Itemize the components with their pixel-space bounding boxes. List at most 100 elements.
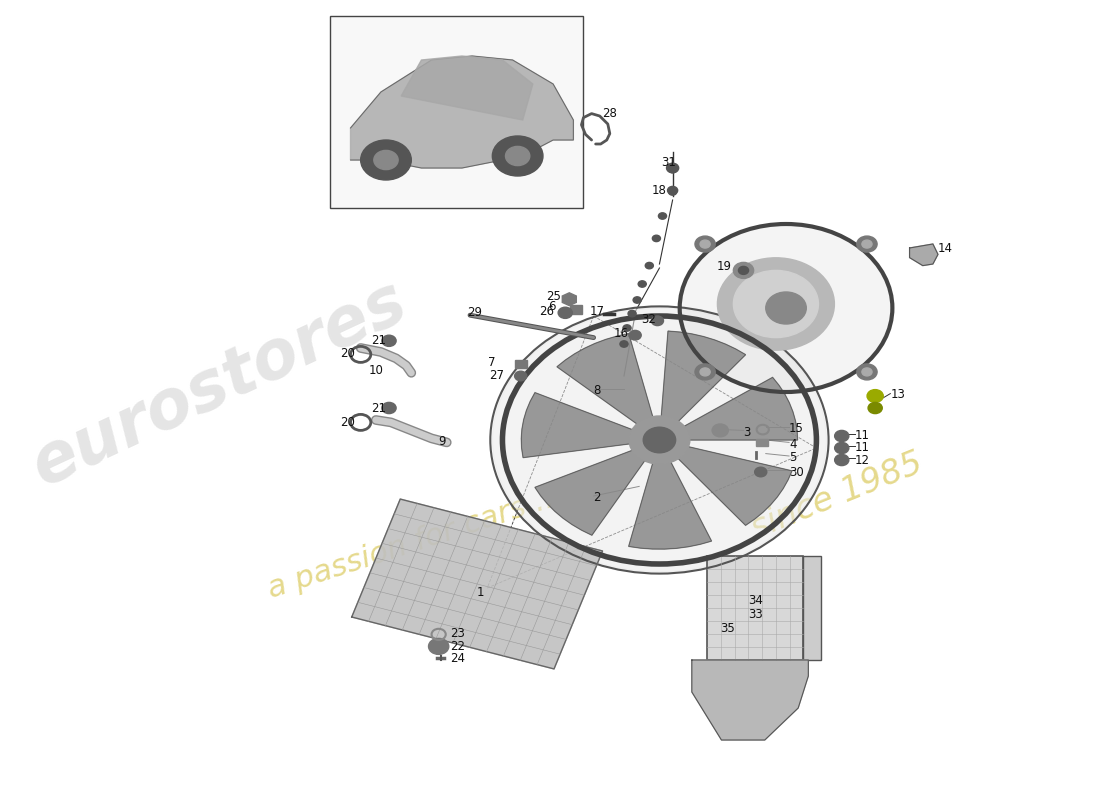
Text: a passion for cars...: a passion for cars... [264, 484, 558, 604]
Circle shape [361, 140, 411, 180]
Text: 7: 7 [488, 356, 496, 369]
Text: 24: 24 [450, 652, 465, 665]
Circle shape [628, 310, 636, 317]
Text: since 1985: since 1985 [746, 446, 927, 546]
Text: 35: 35 [720, 622, 735, 634]
Text: 8: 8 [594, 384, 601, 397]
Polygon shape [680, 378, 798, 440]
Text: 18: 18 [651, 184, 667, 197]
Circle shape [669, 166, 676, 173]
Circle shape [629, 416, 690, 464]
Circle shape [668, 186, 678, 194]
Circle shape [734, 270, 818, 338]
Text: 21: 21 [371, 334, 386, 346]
Text: 27: 27 [490, 369, 504, 382]
Text: 28: 28 [602, 107, 617, 120]
Circle shape [862, 368, 872, 376]
Circle shape [862, 240, 872, 248]
Circle shape [700, 240, 711, 248]
Circle shape [558, 307, 572, 318]
Text: 21: 21 [371, 402, 386, 414]
Circle shape [669, 189, 676, 195]
Text: 33: 33 [749, 608, 763, 621]
Circle shape [695, 364, 715, 380]
Circle shape [493, 136, 543, 176]
Circle shape [515, 371, 527, 381]
Text: 12: 12 [855, 454, 870, 466]
Text: 13: 13 [890, 388, 905, 401]
Polygon shape [675, 446, 792, 526]
Text: 6: 6 [548, 300, 556, 313]
Circle shape [717, 258, 835, 350]
Circle shape [734, 262, 754, 278]
Text: 11: 11 [855, 429, 870, 442]
Circle shape [667, 163, 679, 173]
Circle shape [493, 308, 826, 572]
Polygon shape [352, 499, 603, 669]
Circle shape [382, 335, 396, 346]
Polygon shape [535, 449, 647, 535]
Circle shape [680, 224, 892, 392]
Circle shape [646, 262, 653, 269]
Polygon shape [910, 244, 938, 266]
Text: 30: 30 [789, 466, 804, 478]
Circle shape [638, 281, 647, 287]
Text: 2: 2 [594, 491, 601, 504]
Text: 31: 31 [661, 156, 676, 169]
Text: 32: 32 [641, 313, 656, 326]
Circle shape [695, 236, 715, 252]
Polygon shape [692, 660, 808, 740]
Text: 1: 1 [477, 586, 485, 598]
Text: 19: 19 [717, 260, 733, 273]
Polygon shape [629, 458, 712, 549]
Text: eurostores: eurostores [21, 268, 417, 500]
Polygon shape [557, 334, 653, 426]
Circle shape [620, 341, 628, 347]
Text: 9: 9 [439, 435, 447, 448]
Circle shape [868, 402, 882, 414]
Polygon shape [402, 56, 532, 120]
Circle shape [651, 316, 663, 326]
Text: 11: 11 [855, 441, 870, 454]
Circle shape [652, 235, 660, 242]
Polygon shape [661, 331, 746, 424]
Bar [570, 305, 583, 314]
Circle shape [634, 297, 641, 303]
Bar [803, 556, 822, 660]
Circle shape [867, 390, 883, 402]
Text: 15: 15 [789, 422, 804, 435]
Circle shape [766, 292, 806, 324]
Polygon shape [521, 393, 637, 458]
Polygon shape [351, 56, 573, 168]
Circle shape [738, 266, 749, 274]
Text: 25: 25 [546, 290, 561, 303]
Text: 29: 29 [468, 306, 482, 318]
Text: 26: 26 [539, 305, 554, 318]
Circle shape [659, 213, 667, 219]
Text: 20: 20 [340, 347, 355, 360]
Circle shape [644, 427, 675, 453]
Circle shape [755, 467, 767, 477]
Text: 22: 22 [450, 640, 465, 653]
Text: 20: 20 [340, 416, 355, 429]
Circle shape [623, 325, 631, 331]
Circle shape [629, 330, 641, 340]
Bar [707, 556, 803, 660]
Bar [756, 439, 768, 446]
Circle shape [429, 638, 449, 654]
Text: 17: 17 [590, 305, 605, 318]
Circle shape [700, 368, 711, 376]
Circle shape [506, 146, 530, 166]
Circle shape [835, 454, 849, 466]
Text: 34: 34 [749, 594, 763, 606]
Text: 10: 10 [368, 364, 384, 377]
Circle shape [835, 430, 849, 442]
Circle shape [835, 442, 849, 454]
Text: 14: 14 [938, 242, 953, 254]
Circle shape [374, 150, 398, 170]
Circle shape [712, 424, 728, 437]
Circle shape [857, 364, 877, 380]
Text: 16: 16 [614, 327, 629, 340]
Text: 5: 5 [789, 451, 796, 464]
Circle shape [857, 236, 877, 252]
